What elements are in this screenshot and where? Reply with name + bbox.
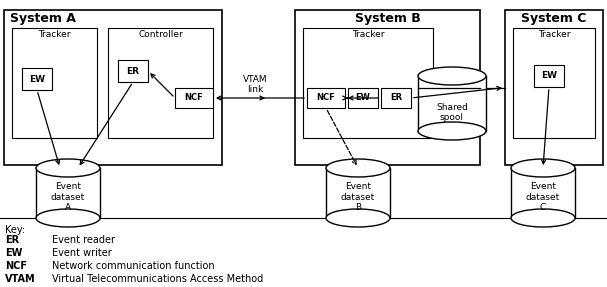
- Text: Tracker: Tracker: [38, 30, 71, 39]
- Text: EW: EW: [5, 248, 22, 258]
- Text: Shared
spool: Shared spool: [436, 103, 468, 122]
- Text: System B: System B: [354, 12, 421, 25]
- Text: System A: System A: [10, 12, 76, 25]
- Bar: [418, 76, 486, 131]
- Bar: [534, 65, 564, 87]
- Text: VTAM: VTAM: [5, 274, 36, 284]
- Bar: [348, 88, 378, 108]
- Ellipse shape: [418, 67, 486, 85]
- Text: Event writer: Event writer: [52, 248, 112, 258]
- Text: Network communication function: Network communication function: [52, 261, 215, 271]
- Bar: [36, 168, 100, 218]
- Bar: [513, 28, 595, 138]
- Bar: [326, 168, 390, 218]
- Text: NCF: NCF: [5, 261, 27, 271]
- Text: ER: ER: [390, 94, 402, 102]
- Ellipse shape: [511, 159, 575, 177]
- Ellipse shape: [326, 159, 390, 177]
- Bar: [118, 60, 148, 82]
- Text: VTAM
link: VTAM link: [243, 75, 267, 94]
- Text: Controller: Controller: [138, 30, 183, 39]
- Text: Key:: Key:: [5, 225, 25, 235]
- Bar: [303, 28, 433, 138]
- Text: Event
dataset
B: Event dataset B: [341, 182, 375, 212]
- Bar: [4, 10, 222, 165]
- Text: ER: ER: [126, 67, 140, 75]
- Bar: [175, 88, 213, 108]
- Text: Tracker: Tracker: [538, 30, 570, 39]
- Ellipse shape: [511, 209, 575, 227]
- Text: NCF: NCF: [185, 94, 203, 102]
- Text: Event reader: Event reader: [52, 235, 115, 245]
- Text: Tracker: Tracker: [351, 30, 384, 39]
- Text: ER: ER: [5, 235, 19, 245]
- Text: EW: EW: [541, 71, 557, 80]
- Ellipse shape: [326, 209, 390, 227]
- Bar: [307, 88, 345, 108]
- Text: Virtual Telecommunications Access Method: Virtual Telecommunications Access Method: [52, 274, 263, 284]
- Bar: [505, 10, 603, 165]
- Ellipse shape: [418, 122, 486, 140]
- Ellipse shape: [36, 159, 100, 177]
- Bar: [12, 28, 97, 138]
- Text: System C: System C: [521, 12, 587, 25]
- Text: Event
dataset
A: Event dataset A: [51, 182, 85, 212]
- Text: EW: EW: [356, 94, 370, 102]
- Bar: [381, 88, 411, 108]
- Bar: [511, 168, 575, 218]
- Bar: [295, 10, 480, 165]
- Text: NCF: NCF: [317, 94, 336, 102]
- Bar: [22, 68, 52, 90]
- Text: Event
dataset
C: Event dataset C: [526, 182, 560, 212]
- Ellipse shape: [36, 209, 100, 227]
- Bar: [108, 28, 213, 138]
- Text: EW: EW: [29, 75, 45, 84]
